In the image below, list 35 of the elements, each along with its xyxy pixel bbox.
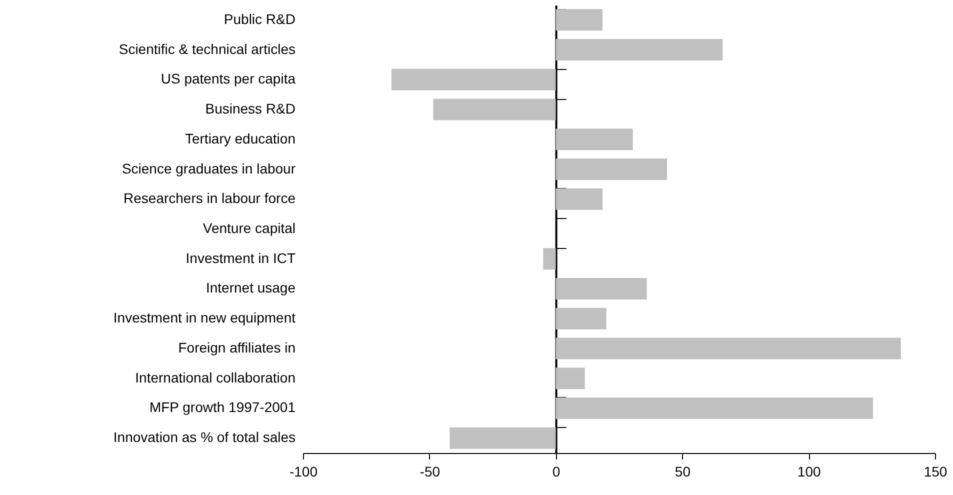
y-tick-label: International collaboration <box>135 369 296 386</box>
y-tick-label: Foreign affiliates in <box>178 339 296 356</box>
y-tick-label: Tertiary education <box>184 130 296 146</box>
bar <box>391 68 556 90</box>
bar <box>556 397 874 419</box>
bar <box>556 188 603 210</box>
bar <box>450 427 556 449</box>
y-tick-label: MFP growth 1997-2001 <box>149 399 296 416</box>
bar <box>556 9 603 31</box>
y-tick-label: Science graduates in labour <box>122 160 296 176</box>
y-tick-label: Scientific & technical articles <box>118 40 296 57</box>
bar <box>556 278 647 300</box>
y-tick-label: Venture capital <box>202 220 296 236</box>
y-tick-label: Innovation as % of total sales <box>113 429 296 446</box>
x-tick-label: -50 <box>420 464 440 480</box>
y-tick-label: Business R&D <box>205 100 296 117</box>
bar <box>556 158 668 180</box>
y-tick-label: US patents per capita <box>160 70 296 87</box>
bar <box>556 368 585 390</box>
x-tick-label: 100 <box>797 464 821 480</box>
bar <box>543 248 556 270</box>
x-tick-label: 50 <box>674 464 691 480</box>
x-tick-label: 0 <box>552 464 560 480</box>
bar <box>433 98 556 120</box>
y-tick-label: Internet usage <box>206 280 296 296</box>
y-tick-label: Public R&D <box>224 10 296 27</box>
bar <box>556 308 606 330</box>
bar <box>556 128 633 150</box>
x-tick-label: 150 <box>924 464 948 480</box>
y-tick-label: Investment in new equipment <box>113 310 296 326</box>
y-tick-label: Researchers in labour force <box>124 190 296 206</box>
x-tick-label: -100 <box>289 464 318 480</box>
bar <box>556 338 901 360</box>
y-tick-label: Investment in ICT <box>186 250 296 266</box>
bar <box>556 39 723 61</box>
